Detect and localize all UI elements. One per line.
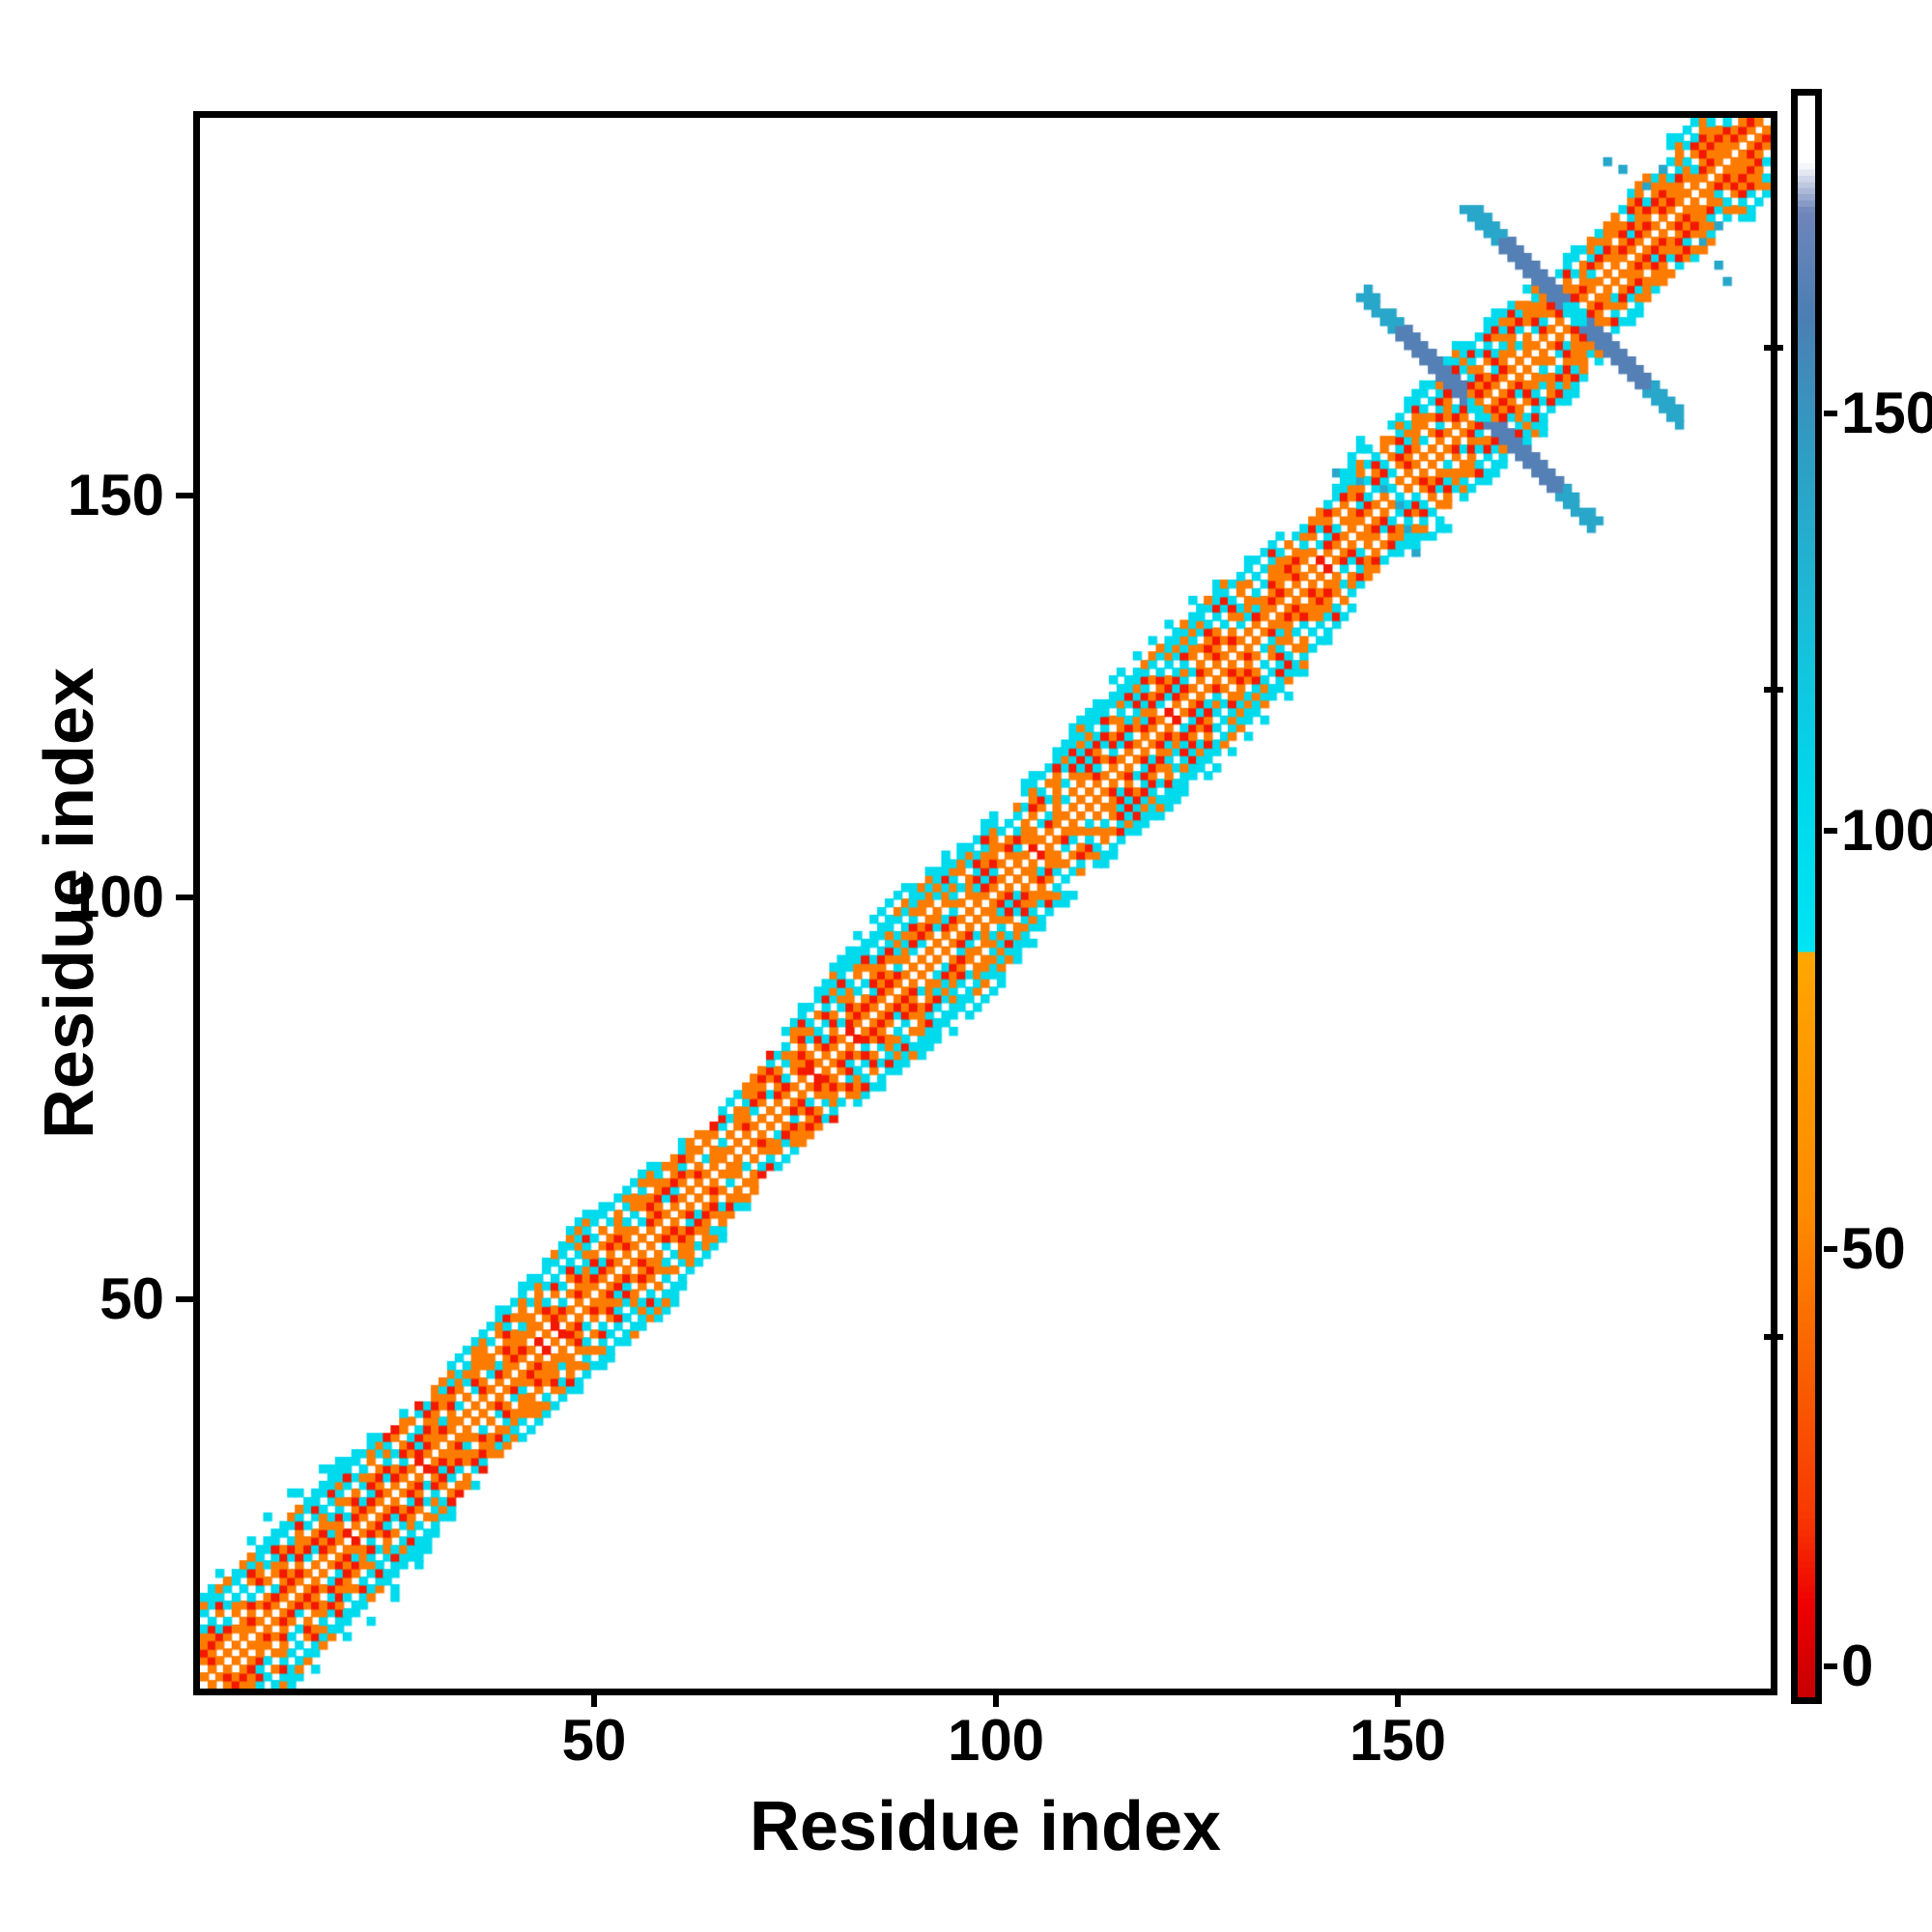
y-ticklabel-150: 150 (67, 463, 164, 527)
y-ticklabel-100: 100 (67, 865, 164, 929)
colorbar-minor-tick-1 (1764, 345, 1783, 351)
colorbar-minor-tick-2 (1764, 687, 1783, 693)
x-ticklabel-150: 150 (1349, 1708, 1447, 1773)
y-tick-150 (176, 493, 193, 498)
x-tick-50 (591, 1690, 597, 1707)
plot-area (193, 111, 1777, 1695)
heatmap-image (200, 118, 1771, 1689)
y-ticklabel-50: 50 (99, 1266, 164, 1331)
x-ticklabel-50: 50 (561, 1708, 627, 1773)
colorbar (1791, 89, 1822, 1704)
y-tick-50 (176, 1296, 193, 1302)
colorbar-minor-tick-3 (1764, 1334, 1783, 1340)
colorbar-tick-150 (1824, 411, 1837, 416)
colorbar-ticklabel-0: 0 (1841, 1634, 1874, 1698)
y-tick-100 (176, 895, 193, 900)
colorbar-tick-100 (1824, 828, 1837, 834)
x-tick-100 (993, 1690, 999, 1707)
x-axis-label: Residue index (749, 1788, 1222, 1865)
x-ticklabel-100: 100 (947, 1708, 1045, 1773)
y-axis-label: Residue index (31, 667, 108, 1140)
colorbar-ticklabel-150: 150 (1841, 381, 1932, 445)
colorbar-ticklabel-50: 50 (1841, 1216, 1906, 1281)
colorbar-tick-50 (1824, 1246, 1837, 1252)
x-tick-150 (1395, 1690, 1401, 1707)
colorbar-tick-0 (1824, 1663, 1837, 1669)
colorbar-ticklabel-100: 100 (1841, 798, 1932, 863)
colorbar-gradient (1798, 96, 1815, 1697)
